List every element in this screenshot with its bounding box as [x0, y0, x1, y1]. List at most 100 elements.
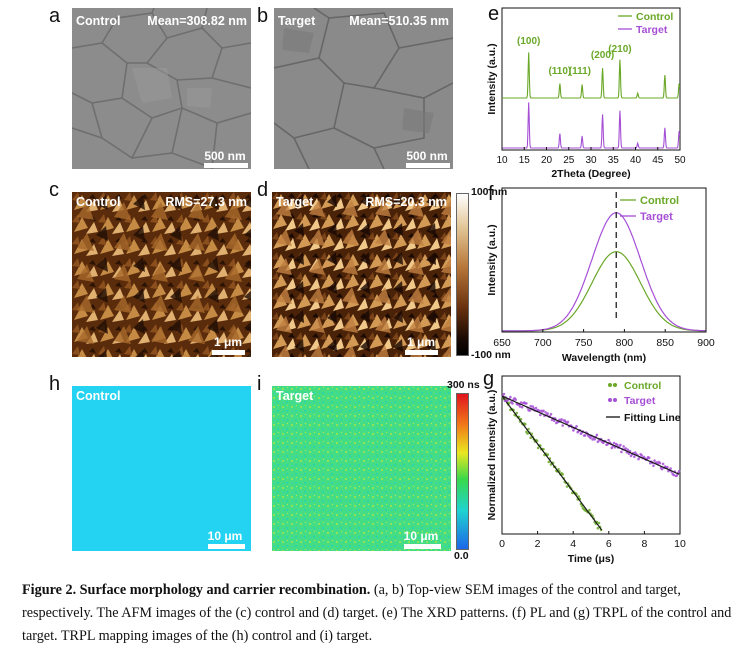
sem-mean-control: Mean=308.82 nm	[147, 14, 247, 28]
trpl-frame	[501, 375, 681, 535]
xrd-ylabel: Intensity (a.u.)	[486, 43, 498, 114]
afm-image-target: Target RMS=20.3 nm 1 μm	[272, 192, 451, 357]
trpl-xlabel: Time (μs)	[568, 553, 615, 565]
panel-letter-d: d	[257, 179, 269, 201]
trpl-xtick-label: 8	[641, 538, 647, 550]
afm-texture-control	[72, 192, 251, 357]
pl-series-control	[502, 250, 706, 332]
trpl-point-target	[627, 452, 631, 455]
trpl-point-control	[508, 401, 511, 405]
trpl-point-target	[511, 402, 514, 405]
pl-legend-label: Target	[640, 211, 673, 223]
panel-letter-b: b	[257, 5, 269, 27]
trpl-point-target	[652, 464, 655, 467]
trpl-point-target	[666, 465, 669, 469]
trpl-colorbar-top: 300 ns	[447, 379, 480, 391]
panel-letter-c: c	[49, 179, 59, 201]
xrd-xtick-label: 10	[496, 155, 508, 166]
trpl-point-control	[524, 422, 527, 426]
trpl-map-control: Control 10 μm	[72, 386, 251, 551]
figure-caption: Figure 2. Surface morphology and carrier…	[22, 579, 734, 648]
pl-chart: 650 700 750 800 850 900 Wavelength (nm) Intensi…	[486, 187, 715, 364]
scalebar-h	[208, 544, 245, 549]
sem-mean-target: Mean=510.35 nm	[349, 14, 449, 28]
trpl-point-target	[572, 429, 575, 432]
trpl-point-target	[593, 438, 596, 441]
trpl-point-control	[526, 432, 529, 435]
sem-label-target: Target	[278, 14, 316, 28]
trpl-point-target	[669, 467, 672, 470]
pl-xtick-label: 800	[616, 337, 634, 349]
trpl-legend-label: Fitting Line	[624, 412, 681, 424]
xrd-legend-label: Target	[636, 24, 668, 36]
xrd-xtick-label: 20	[541, 155, 553, 166]
panel-letter-g: g	[483, 368, 495, 390]
panel-letter-a: a	[49, 5, 61, 27]
trpl-point-target	[560, 418, 563, 421]
trpl-point-target	[619, 443, 622, 447]
scalebar-label-b: 500 nm	[406, 149, 448, 163]
pl-ylabel: Intensity (a.u.)	[486, 224, 498, 295]
xrd-xtick-label: 40	[630, 155, 642, 166]
trpl-point-target	[534, 406, 538, 410]
xrd-peak-label: (210)	[608, 44, 631, 55]
xrd-chart: 10 15 20 25 30 35 40 45 50 2Theta (Degree) Intensi…	[486, 7, 686, 180]
scalebar-label-c: 1 μm	[213, 335, 243, 349]
scalebar-label-a: 500 nm	[204, 149, 246, 163]
trpl-map-target: Target 10 μm	[272, 386, 451, 551]
afm-image-control: Control RMS=27.3 nm 1 μm	[72, 192, 251, 357]
scalebar-b	[406, 163, 450, 168]
caption-title: Figure 2. Surface morphology and carrier…	[22, 582, 371, 598]
panel-letter-i: i	[257, 373, 262, 395]
xrd-legend-label: Control	[636, 11, 673, 23]
trpl-point-target	[531, 405, 535, 408]
trpl-point-target	[514, 398, 517, 401]
trpl-point-target	[595, 433, 599, 437]
trpl-map-noise	[272, 386, 451, 551]
trpl-point-target	[583, 434, 587, 437]
trpl-point-control	[529, 436, 532, 439]
scalebar-d	[405, 350, 438, 355]
trpl-point-control	[546, 453, 549, 456]
scalebar-c	[212, 350, 245, 355]
xrd-series-target	[502, 102, 681, 149]
trpl-fit-target	[501, 395, 680, 475]
sem-grain-texture-control	[72, 8, 251, 169]
trpl-point-target	[520, 405, 524, 409]
trpl-point-target	[647, 456, 651, 460]
panel-letter-f: f	[488, 183, 494, 205]
trpl-point-target	[612, 441, 616, 445]
trpl-map-label-target: Target	[276, 389, 314, 403]
trpl-point-control	[515, 411, 519, 415]
trpl-xtick-label: 10	[674, 538, 686, 550]
trpl-point-target	[529, 404, 532, 408]
trpl-chart: 0 2 4 6 8 10 Time (μs) Normalized Intensity (a.…	[486, 375, 686, 565]
pl-xlabel: Wavelength (nm)	[562, 352, 646, 364]
trpl-point-control	[596, 526, 600, 530]
trpl-point-target	[675, 474, 679, 477]
trpl-xtick-label: 0	[499, 538, 505, 550]
afm-colorbar-bottom: -100 nm	[471, 349, 511, 361]
trpl-point-target	[575, 425, 578, 428]
pl-frame	[501, 187, 707, 333]
sem-grain-texture-target	[274, 8, 453, 169]
trpl-point-target	[677, 470, 681, 473]
xrd-xtick-label: 30	[585, 155, 597, 166]
xrd-peak-label: (200)	[591, 50, 614, 61]
trpl-point-target	[502, 392, 506, 396]
pl-series-target	[502, 212, 706, 332]
afm-rms-control: RMS=27.3 nm	[165, 195, 247, 209]
trpl-point-target	[552, 419, 556, 422]
trpl-point-target	[561, 424, 564, 427]
trpl-legend-marker	[613, 398, 617, 402]
trpl-map-label-control: Control	[76, 389, 121, 403]
trpl-point-control	[577, 495, 580, 498]
trpl-point-target	[624, 447, 627, 450]
pl-xtick-label: 900	[697, 337, 715, 349]
trpl-point-target	[503, 399, 507, 403]
trpl-point-control	[536, 446, 540, 450]
trpl-legend-marker	[613, 383, 617, 387]
trpl-point-target	[660, 467, 664, 471]
afm-texture-target	[272, 192, 451, 357]
panel-letter-e: e	[488, 3, 500, 25]
